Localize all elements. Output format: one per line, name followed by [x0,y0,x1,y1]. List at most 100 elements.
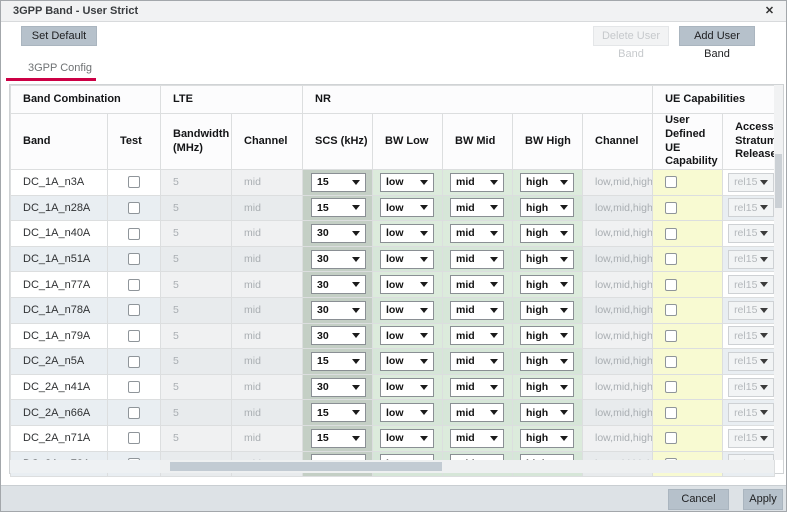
test-checkbox[interactable] [128,253,140,265]
bw-high-dropdown[interactable]: high [520,429,574,448]
cancel-button[interactable]: Cancel [668,489,729,510]
test-checkbox[interactable] [128,279,140,291]
bw-mid-dropdown[interactable]: mid [450,250,504,269]
bw-low-dropdown[interactable]: low [380,352,434,371]
ue-capability-cell [653,170,723,196]
bw-high-dropdown[interactable]: high [520,378,574,397]
test-checkbox[interactable] [128,304,140,316]
bw-low-cell: low [373,374,443,400]
bw-high-cell: high [513,246,583,272]
bw-mid-dropdown[interactable]: mid [450,378,504,397]
horizontal-scrollbar[interactable] [160,460,774,473]
ue-capability-checkbox[interactable] [665,356,677,368]
ue-capability-checkbox[interactable] [665,304,677,316]
bw-low-dropdown[interactable]: low [380,198,434,217]
vertical-scrollbar[interactable] [774,85,783,460]
bandwidth-cell: 5 [161,374,232,400]
bw-mid-dropdown[interactable]: mid [450,275,504,294]
scs-cell: 30 [303,374,373,400]
test-checkbox[interactable] [128,228,140,240]
bw-high-dropdown[interactable]: high [520,352,574,371]
bw-high-dropdown[interactable]: high [520,173,574,192]
close-icon[interactable]: ✕ [762,4,777,19]
ue-capability-checkbox[interactable] [665,253,677,265]
bw-high-dropdown[interactable]: high [520,224,574,243]
scs-dropdown[interactable]: 15 [311,173,366,192]
ue-capability-checkbox[interactable] [665,176,677,188]
bw-low-dropdown[interactable]: low [380,429,434,448]
horizontal-scrollbar-thumb[interactable] [170,462,442,471]
bw-mid-dropdown[interactable]: mid [450,173,504,192]
ue-capability-checkbox[interactable] [665,202,677,214]
tab-3gpp-config[interactable]: 3GPP Config [28,62,92,74]
ue-capability-cell [653,374,723,400]
bw-high-dropdown[interactable]: high [520,250,574,269]
bw-mid-dropdown[interactable]: mid [450,352,504,371]
test-checkbox[interactable] [128,381,140,393]
test-checkbox[interactable] [128,432,140,444]
nr-channel-cell: low,mid,high [583,425,653,451]
test-checkbox[interactable] [128,330,140,342]
add-user-band-button[interactable]: Add User Band [679,26,755,46]
bw-low-dropdown[interactable]: low [380,378,434,397]
bw-high-dropdown[interactable]: high [520,198,574,217]
test-cell [108,425,161,451]
bw-low-dropdown[interactable]: low [380,173,434,192]
scs-dropdown[interactable]: 15 [311,403,366,422]
bandwidth-value: 5 [173,227,179,239]
table-row: DC_1A_n3A 5 mid 15 low mid high low,mid,… [11,170,775,196]
bandwidth-cell: 5 [161,170,232,196]
set-default-button[interactable]: Set Default [21,26,97,46]
ue-capability-checkbox[interactable] [665,381,677,393]
scs-dropdown[interactable]: 30 [311,326,366,345]
scs-cell: 30 [303,297,373,323]
vertical-scrollbar-thumb[interactable] [775,154,782,208]
bw-high-cell: high [513,170,583,196]
bw-low-dropdown[interactable]: low [380,224,434,243]
scs-dropdown[interactable]: 15 [311,198,366,217]
bw-low-dropdown[interactable]: low [380,250,434,269]
chevron-down-icon [420,308,428,313]
bw-mid-dropdown[interactable]: mid [450,198,504,217]
chevron-down-icon [760,231,768,236]
col-bw-mid: BW Mid [443,114,513,170]
chevron-down-icon [490,282,498,287]
bw-mid-dropdown[interactable]: mid [450,224,504,243]
ue-capability-checkbox[interactable] [665,279,677,291]
ue-capability-checkbox[interactable] [665,432,677,444]
lte-channel-value: mid [244,227,261,239]
scs-dropdown[interactable]: 15 [311,429,366,448]
scs-dropdown[interactable]: 30 [311,275,366,294]
scs-dropdown[interactable]: 30 [311,378,366,397]
bw-low-dropdown[interactable]: low [380,301,434,320]
scs-dropdown[interactable]: 30 [311,224,366,243]
scs-dropdown[interactable]: 30 [311,250,366,269]
ue-capability-checkbox[interactable] [665,330,677,342]
chevron-down-icon [560,410,568,415]
table-row: DC_2A_n66A 5 mid 15 low mid high low,mid… [11,400,775,426]
bw-high-dropdown[interactable]: high [520,275,574,294]
bw-low-dropdown[interactable]: low [380,403,434,422]
ue-capability-checkbox[interactable] [665,228,677,240]
bw-low-cell: low [373,425,443,451]
test-checkbox[interactable] [128,176,140,188]
apply-button[interactable]: Apply [743,489,783,510]
ue-capability-checkbox[interactable] [665,407,677,419]
test-checkbox[interactable] [128,202,140,214]
bandwidth-value: 5 [173,381,179,393]
scs-dropdown[interactable]: 30 [311,301,366,320]
test-checkbox[interactable] [128,407,140,419]
bw-mid-dropdown[interactable]: mid [450,326,504,345]
bw-mid-dropdown[interactable]: mid [450,429,504,448]
test-checkbox[interactable] [128,356,140,368]
bw-mid-dropdown[interactable]: mid [450,301,504,320]
scs-dropdown[interactable]: 15 [311,352,366,371]
bw-mid-dropdown[interactable]: mid [450,403,504,422]
bw-high-dropdown[interactable]: high [520,403,574,422]
bw-low-dropdown[interactable]: low [380,326,434,345]
bw-high-dropdown[interactable]: high [520,326,574,345]
bw-high-dropdown[interactable]: high [520,301,574,320]
col-scs: SCS (kHz) [303,114,373,170]
ue-capability-cell [653,425,723,451]
bw-low-dropdown[interactable]: low [380,275,434,294]
